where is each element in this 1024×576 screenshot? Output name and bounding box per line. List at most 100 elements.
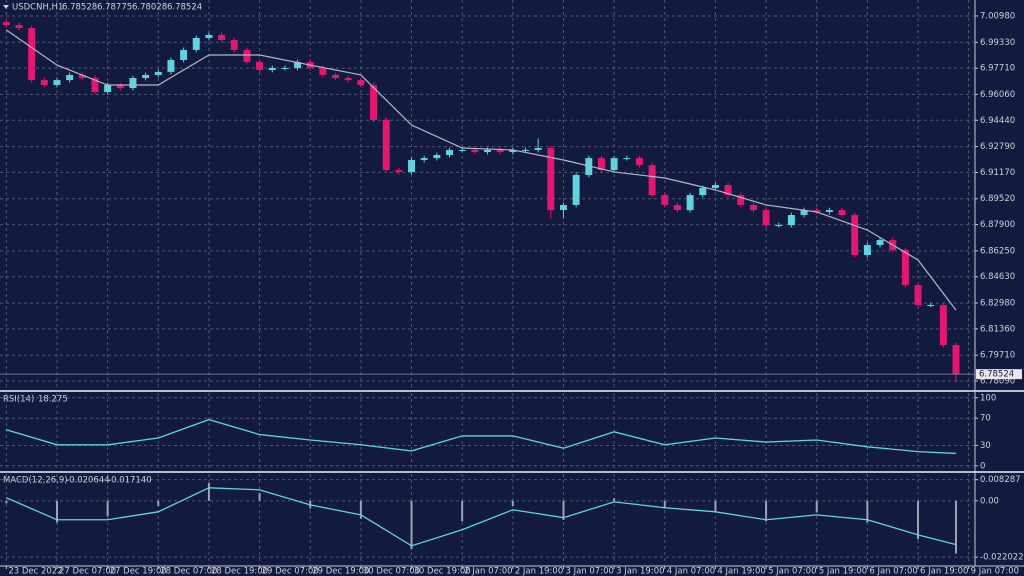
y-tick-label: 6.78090	[980, 377, 1015, 387]
x-tick-label: 4 Jan 19:00	[717, 567, 765, 576]
candle-body	[838, 210, 846, 216]
x-tick-label: 6 Jan 19:00	[920, 567, 968, 576]
candle-body	[737, 195, 745, 205]
candle-body	[66, 74, 74, 81]
candle-body	[458, 149, 466, 151]
macd-bar	[663, 500, 666, 509]
macd-bar	[955, 500, 958, 554]
candle-body	[40, 80, 48, 86]
macd-bar	[765, 500, 768, 522]
candle-body	[53, 80, 61, 86]
macd-bar	[5, 500, 8, 504]
rsi-value: 18.275	[38, 395, 68, 405]
candle-body	[673, 204, 681, 211]
y-tick-label: 6.97710	[980, 64, 1015, 74]
candle-body	[800, 210, 808, 216]
x-tick-label: 29 Dec 19:00	[312, 567, 369, 576]
x-tick-label: 29 Dec 07:00	[262, 567, 319, 576]
candle-body	[420, 158, 428, 160]
candle-body	[91, 78, 99, 93]
y-tick-label: 6.81360	[980, 324, 1015, 334]
macd-bar	[55, 500, 58, 523]
candle-body	[509, 149, 517, 153]
candle-body	[319, 67, 327, 75]
candle-body	[851, 215, 859, 256]
candle-body	[610, 158, 618, 171]
y-tick-label: 6.92790	[980, 142, 1015, 152]
macd-signal-value: -0.017140	[108, 476, 152, 486]
y-tick-label: 6.96060	[980, 90, 1015, 100]
candle-body	[648, 165, 656, 196]
candle-body	[496, 149, 504, 153]
candle-body	[129, 78, 137, 89]
y-tick-label: 6.79710	[980, 351, 1015, 361]
candle-body	[939, 304, 947, 346]
candle-body	[78, 74, 86, 78]
candle-body	[433, 155, 441, 159]
candle-body	[104, 85, 112, 93]
macd-bar	[917, 500, 920, 540]
x-tick-label: 4 Jan 07:00	[667, 567, 715, 576]
x-tick-label: 28 Dec 07:00	[160, 567, 217, 576]
moving-average	[5, 29, 957, 311]
candle-body	[218, 34, 226, 41]
macd-bar	[511, 500, 514, 506]
candle-body	[863, 245, 871, 256]
y-tick-label: 100	[980, 393, 996, 403]
candle-body	[28, 28, 36, 81]
rsi-line	[6, 418, 957, 455]
candle-body	[332, 74, 340, 78]
x-tick-label: 27 Dec 07:00	[59, 567, 116, 576]
y-tick-label: 6.82980	[980, 299, 1015, 309]
y-tick-label: 0.008287	[980, 475, 1021, 485]
candle-body	[559, 204, 567, 211]
candle-body	[15, 25, 23, 29]
macd-bar	[359, 500, 362, 519]
macd-main-value: -0.020644	[66, 476, 110, 486]
candle-body	[167, 59, 175, 72]
x-tick-label: 30 Dec 07:00	[363, 567, 420, 576]
candle-body	[825, 210, 833, 212]
y-tick-label: 6.86250	[980, 246, 1015, 256]
candle-body	[775, 225, 783, 227]
candle-body	[661, 195, 669, 205]
candle-body	[952, 345, 960, 375]
macd-bar	[207, 482, 210, 501]
candle-body	[762, 210, 770, 226]
candle-body	[484, 149, 491, 153]
macd-bar	[613, 498, 616, 501]
candle-body	[711, 185, 719, 189]
candle-body	[408, 159, 416, 172]
y-tick-label: 6.89520	[980, 194, 1015, 204]
x-tick-label: 3 Jan 07:00	[565, 567, 613, 576]
y-tick-label: 0.00	[980, 496, 999, 506]
candle-body	[635, 158, 643, 166]
header-high: 6.78775	[97, 3, 132, 13]
macd-bar	[815, 500, 818, 513]
candle-body	[382, 119, 390, 171]
candle-body	[597, 158, 605, 171]
menu-arrow[interactable]	[3, 5, 9, 9]
candle-body	[749, 204, 757, 211]
y-tick-label: 70	[980, 414, 991, 424]
candle-body	[395, 170, 403, 172]
y-tick-label: 7.00980	[980, 11, 1015, 21]
candle-body	[116, 85, 124, 89]
candle-body	[813, 210, 821, 212]
macd-bar	[258, 493, 261, 501]
candle-body	[154, 71, 162, 75]
candle-body	[876, 240, 884, 246]
x-tick-label: 28 Dec 19:00	[211, 567, 268, 576]
candle-body	[357, 80, 365, 86]
y-tick-label: 6.91170	[980, 168, 1015, 178]
candle-body	[914, 285, 922, 305]
macd-bar	[157, 500, 160, 506]
candle-body	[142, 74, 150, 78]
candle-body	[522, 149, 529, 151]
candle-body	[370, 85, 378, 120]
candle-body	[256, 62, 264, 71]
x-tick-label: 6 Jan 07:00	[869, 567, 917, 576]
